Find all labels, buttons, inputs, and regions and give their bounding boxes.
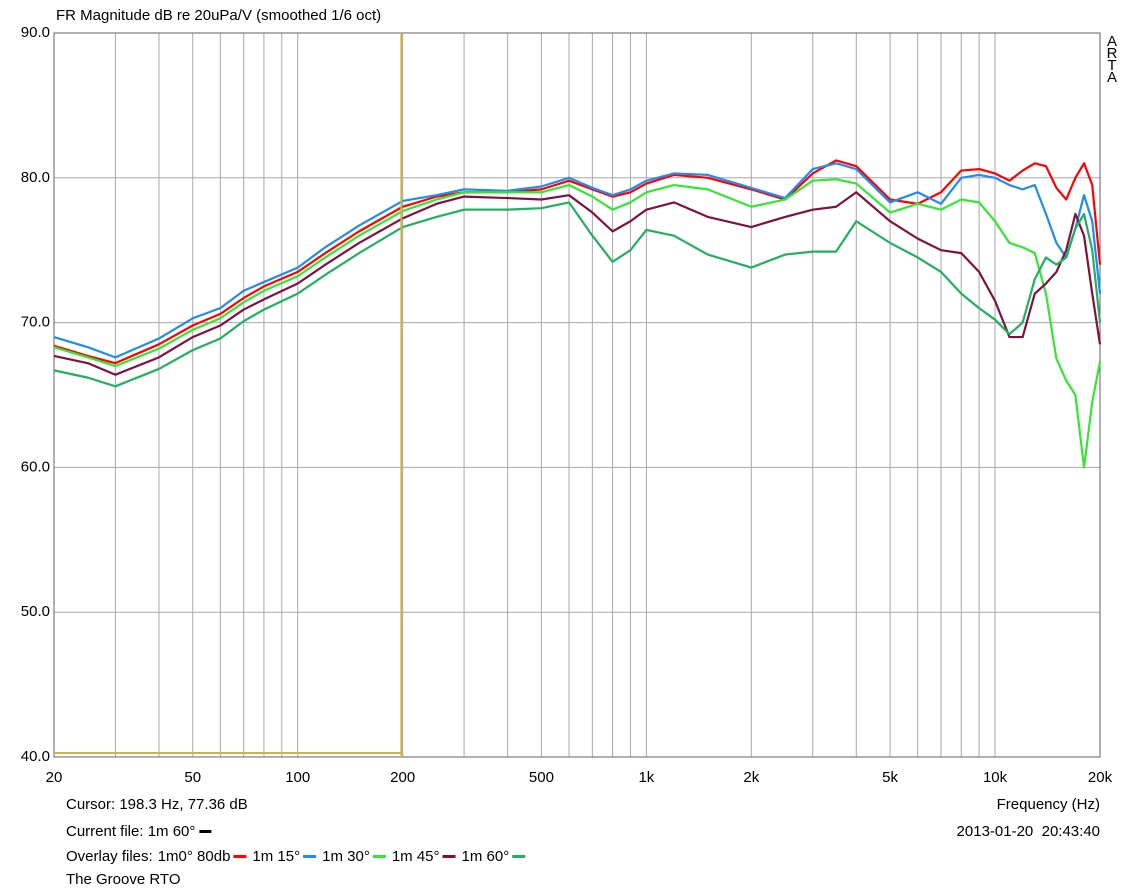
x-tick-label: 100 <box>285 769 310 786</box>
x-tick-label: 2k <box>743 769 759 786</box>
legend-title: Overlay files: <box>66 848 153 865</box>
legend-label: 1m0° 80db <box>158 848 231 865</box>
plot-frame <box>53 32 1101 758</box>
y-tick-label: 70.0 <box>21 314 50 331</box>
x-tick-label: 20 <box>46 769 63 786</box>
legend-label: 1m 45° <box>392 848 440 865</box>
cursor-readout: Cursor: 198.3 Hz, 77.36 dB <box>66 796 248 813</box>
y-tick-label: 40.0 <box>21 748 50 765</box>
x-tick-label: 200 <box>390 769 415 786</box>
legend-swatch <box>372 855 386 858</box>
x-tick-label: 50 <box>184 769 201 786</box>
series-line <box>53 201 1102 388</box>
y-tick-label: 90.0 <box>21 24 50 41</box>
x-tick-label: 500 <box>529 769 554 786</box>
legend-swatch <box>199 830 212 833</box>
legend-swatch <box>303 855 317 858</box>
legend-label: 1m 15° <box>252 848 300 865</box>
legend-swatch <box>233 855 247 858</box>
series-line <box>53 191 1102 376</box>
legend-swatch <box>512 855 526 858</box>
y-tick-label: 80.0 <box>21 169 50 186</box>
series-line <box>53 159 1102 365</box>
x-tick-label: 5k <box>882 769 898 786</box>
x-axis-label: Frequency (Hz) <box>997 796 1100 813</box>
current-file: Current file: 1m 60° <box>66 823 195 840</box>
legend-label: 1m 30° <box>322 848 370 865</box>
footer: The Groove RTO <box>66 871 181 888</box>
x-tick-label: 20k <box>1088 769 1113 786</box>
chart-title: FR Magnitude dB re 20uPa/V (smoothed 1/6… <box>56 7 381 24</box>
x-tick-label: 1k <box>638 769 654 786</box>
legend-swatch <box>442 855 456 858</box>
y-tick-label: 50.0 <box>21 603 50 620</box>
series-line <box>53 162 1102 359</box>
legend-label: 1m 60° <box>462 848 510 865</box>
x-tick-label: 10k <box>983 769 1008 786</box>
series-line <box>53 178 1102 469</box>
y-tick-label: 60.0 <box>21 458 50 475</box>
timestamp: 2013-01-20 20:43:40 <box>957 823 1100 840</box>
